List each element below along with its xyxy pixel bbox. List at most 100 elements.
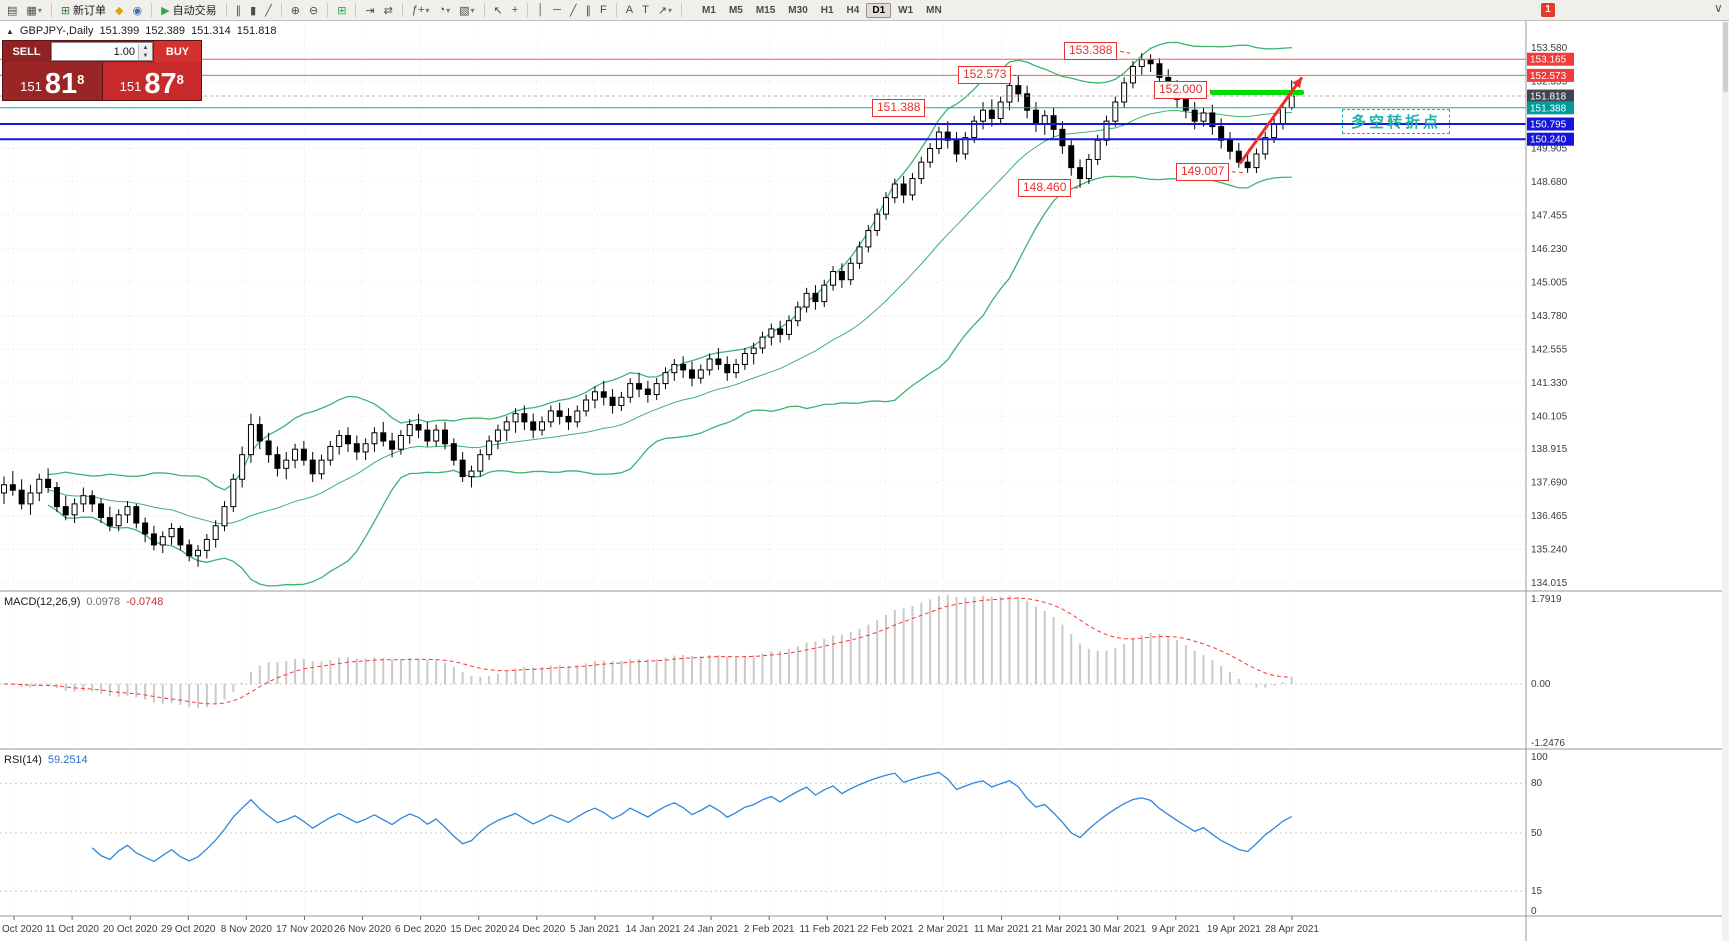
candle [697, 369, 704, 379]
scrollbar [1722, 20, 1729, 941]
fibonacci-icon[interactable]: F [596, 1, 611, 20]
price-callout[interactable]: 153.388 [1064, 42, 1118, 61]
timeframe-h1[interactable]: H1 [820, 4, 834, 16]
timeframe-h4[interactable]: H4 [846, 4, 860, 16]
autotrading-button[interactable]: ▶ 自动交易 [157, 1, 220, 20]
macd-indicator-label: MACD(12,26,9) 0.0978 -0.0748 [4, 596, 163, 608]
volume-down-icon[interactable]: ▼ [139, 51, 152, 60]
new-order-button[interactable]: ⊞ 新订单 [57, 1, 110, 20]
timeframe-m1[interactable]: M1 [702, 4, 716, 16]
periods-icon[interactable]: ◔ ▾ [434, 1, 454, 20]
date-axis-label: 24 Jan 2021 [684, 924, 739, 935]
resistance-zone-bar[interactable] [1210, 89, 1304, 95]
volume-value[interactable]: 1.00 [113, 45, 135, 58]
rsi-indicator [91, 771, 1293, 863]
volume-input[interactable]: 1.00 ▲ ▼ [51, 42, 153, 61]
candle [459, 459, 466, 478]
timeframe-m30[interactable]: M30 [788, 4, 808, 16]
toolbar-overflow-icon[interactable]: ∨ [1714, 1, 1723, 15]
price-axis-label: 147.455 [1531, 210, 1568, 221]
price-callout[interactable]: 152.000 [1154, 80, 1208, 99]
text-icon[interactable]: A [622, 1, 637, 20]
channel-icon[interactable]: ∥ [581, 1, 595, 20]
candle [644, 388, 651, 396]
timeframe-m15[interactable]: M15 [755, 4, 776, 16]
candle [997, 101, 1004, 119]
candle [574, 410, 581, 423]
candle [935, 131, 942, 149]
horizontal-line-icon[interactable]: ─ [549, 1, 565, 20]
price-tag-label: 150.240 [1530, 135, 1567, 146]
candle [847, 262, 854, 281]
callout-pointer [1209, 89, 1213, 93]
timeframe-mn[interactable]: MN [926, 4, 942, 16]
candle [1024, 93, 1031, 111]
candle [1041, 115, 1048, 125]
candle [186, 544, 193, 557]
candle [768, 328, 775, 338]
buy-price-button[interactable]: 151 87 8 [102, 62, 201, 100]
trendline-icon[interactable]: ╱ [566, 1, 581, 20]
tile-windows-icon[interactable]: ⊞ [333, 1, 350, 20]
bb-lower [47, 175, 1292, 587]
price-callout[interactable]: 148.460 [1018, 178, 1072, 197]
candle [1182, 98, 1189, 111]
candle [195, 549, 202, 557]
chevron-down-icon: ▾ [668, 5, 673, 15]
candle [777, 328, 784, 335]
volume-stepper[interactable]: ▲ ▼ [138, 43, 152, 60]
line-chart-icon[interactable]: ╱ [261, 1, 276, 20]
timeframe-d1[interactable]: D1 [866, 2, 892, 18]
zoom-in-icon[interactable]: ⊕ [287, 1, 304, 20]
price-callout[interactable]: 149.007 [1176, 162, 1230, 181]
cursor-icon[interactable]: ↖ [490, 1, 507, 20]
indicators-icon[interactable]: ƒ+ ▾ [408, 1, 434, 20]
one-click-collapse-icon[interactable]: ▲ [6, 26, 14, 36]
notification-badge[interactable]: 1 [1541, 3, 1555, 17]
sell-price-button[interactable]: 151 81 8 [3, 62, 103, 100]
volume-up-icon[interactable]: ▲ [139, 43, 152, 52]
price-tag-label: 151.388 [1530, 103, 1567, 114]
candle [80, 495, 87, 505]
bar-chart-icon[interactable]: ∥ [232, 1, 246, 20]
crosshair-icon: + [511, 4, 519, 16]
auto-scroll-icon[interactable]: ⇥ [361, 1, 378, 20]
zoom-in-icon: ⊕ [290, 4, 300, 17]
metaeditor-icon[interactable]: ◆ [111, 1, 127, 20]
market-watch-icon: ◉ [132, 4, 143, 17]
vertical-line-icon[interactable]: │ [533, 1, 548, 20]
candlestick-chart-icon[interactable]: ▮ [246, 1, 260, 20]
chart-profiles-icon[interactable]: ▦ ▾ [22, 1, 45, 20]
sell-button[interactable]: SELL [3, 41, 50, 62]
cursor-icon: ↖ [493, 4, 503, 17]
candle [909, 178, 916, 196]
arrows-tool-icon[interactable]: ↗ ▾ [654, 1, 676, 20]
templates-icon[interactable]: ▧ ▾ [455, 1, 478, 20]
trend-arrow-line[interactable] [1238, 76, 1304, 165]
turning-point-annotation[interactable]: 多空转折点 [1342, 108, 1451, 134]
chart-shift-icon[interactable]: ⇄ [380, 1, 397, 20]
buy-button[interactable]: BUY [154, 41, 201, 62]
date-axis-label: 24 Dec 2020 [508, 924, 565, 935]
timeframe-m5[interactable]: M5 [728, 4, 743, 16]
new-chart-icon[interactable]: ▤ [3, 1, 21, 20]
candle [556, 410, 563, 417]
candle [671, 363, 678, 374]
price-open: 151.399 [99, 25, 140, 37]
scrollbar-thumb[interactable] [1723, 22, 1728, 92]
price-callout[interactable]: 151.388 [872, 98, 926, 117]
price-callout[interactable]: 152.573 [958, 66, 1012, 85]
candle [1129, 65, 1136, 84]
toolbar-buttons: ▤ ▦ ▾ ⊞ 新订单 ◆ ◉ ▶ 自动交易 ∥ ▮ ╱ ⊕ ⊖ ⊞ ⇥ ⇄ ƒ+ ▾ ◔ ▾ ▧ ▾ ↖ + │ ─ ╱ ∥ F A T ↗ ▾ [3, 1, 686, 20]
text-label-icon[interactable]: T [638, 1, 653, 20]
price-tag [1527, 101, 1574, 115]
date-axis-label: 22 Feb 2021 [857, 924, 914, 935]
crosshair-icon[interactable]: + [508, 1, 522, 20]
price-axis-label: 135.240 [1531, 544, 1568, 555]
candle [1235, 150, 1242, 163]
timeframe-w1[interactable]: W1 [898, 4, 914, 16]
vertical-scrollbar[interactable] [1722, 20, 1729, 941]
zoom-out-icon[interactable]: ⊖ [305, 1, 322, 20]
market-watch-icon[interactable]: ◉ [129, 1, 147, 20]
